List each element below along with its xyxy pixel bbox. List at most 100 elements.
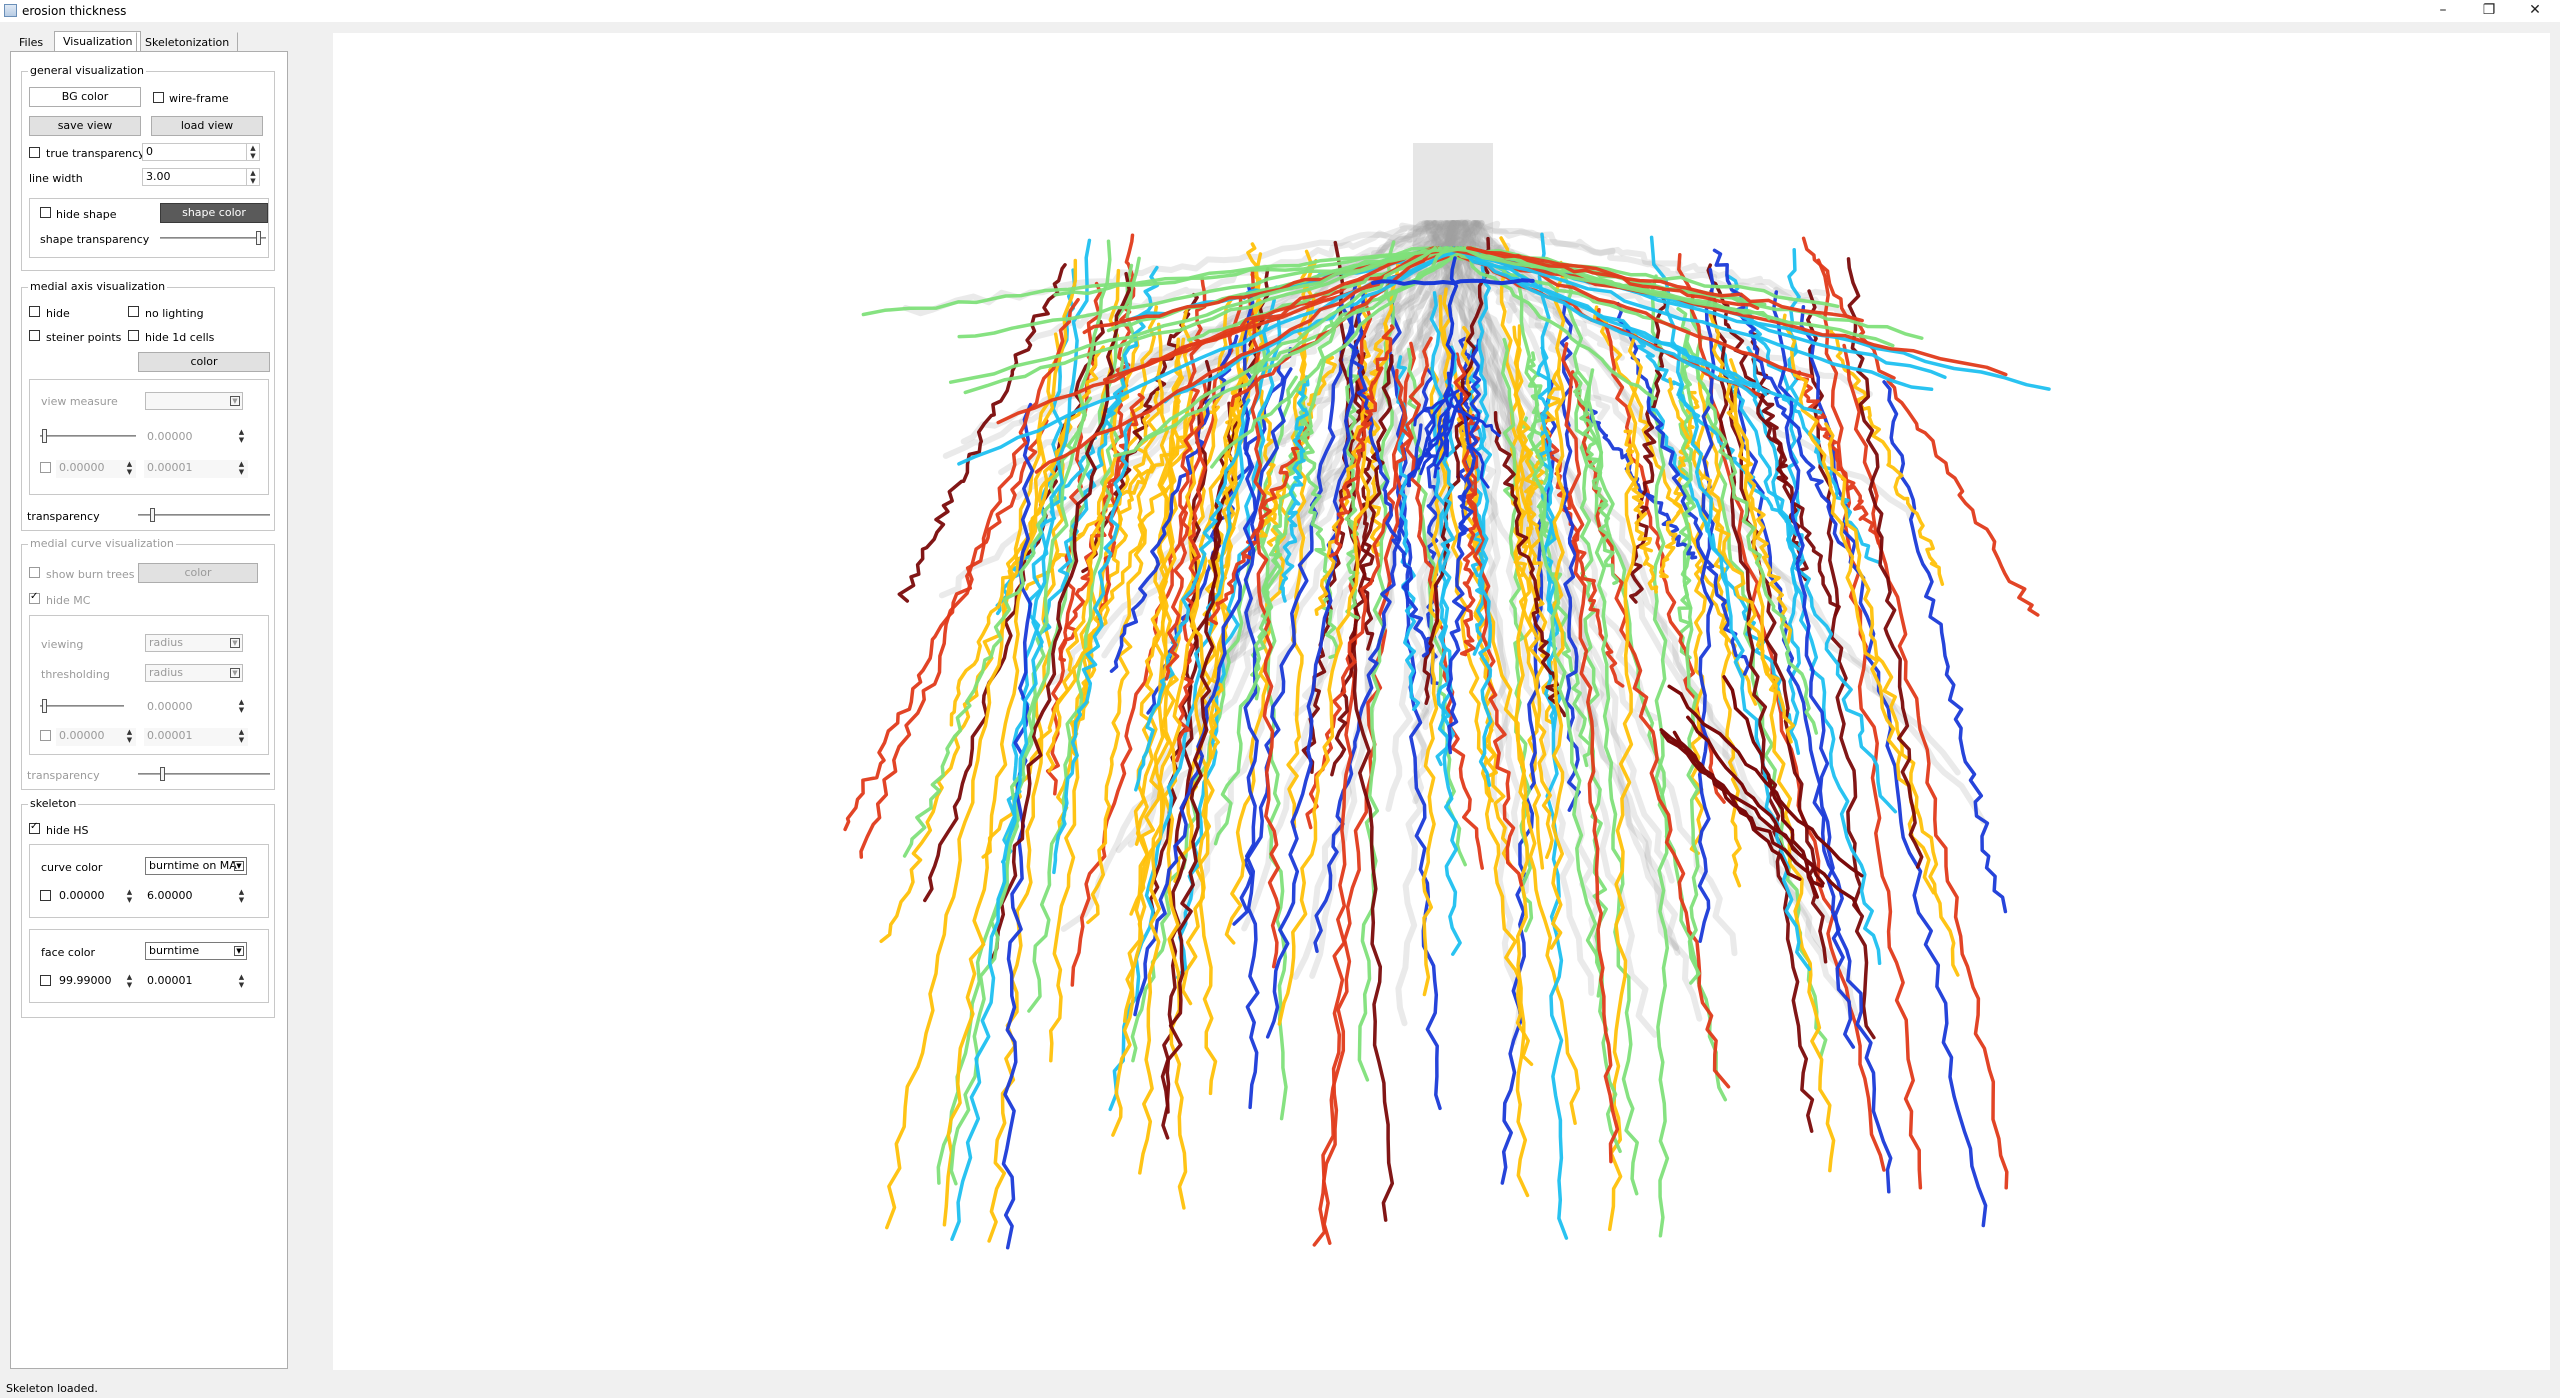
root-shadow [1416, 220, 1462, 359]
root-shadow [1084, 220, 1442, 405]
root-branch [1512, 325, 1554, 860]
curve-range-checkbox[interactable] [40, 890, 51, 901]
face-range-checkbox[interactable] [40, 975, 51, 986]
root-branch [1213, 318, 1337, 846]
minimize-button[interactable]: – [2439, 2, 2447, 18]
spin-arrows-icon[interactable]: ▲ ▼ [238, 698, 245, 714]
hide-shape-checkbox[interactable] [40, 207, 51, 218]
curve-slider-spinner[interactable]: ▲ ▼ [232, 698, 248, 716]
curve-min-spinbox[interactable]: 0.00000 ▲ ▼ [56, 728, 136, 746]
spin-arrows-icon[interactable]: ▲ ▼ [246, 144, 259, 160]
root-branch [902, 396, 1093, 858]
spin-arrows-icon[interactable]: ▲ ▼ [126, 973, 133, 989]
measure-max-spinbox[interactable]: 0.00001 ▲ ▼ [144, 460, 248, 478]
root-branch [1313, 423, 1423, 954]
root-branch [1241, 283, 1260, 1110]
line-width-spinbox[interactable]: 3.00 ▲ ▼ [142, 168, 260, 186]
measure-slider-value: 0.00000 [147, 430, 193, 443]
root-branch [1667, 684, 1864, 878]
tab-visualization[interactable]: Visualization [54, 31, 142, 53]
root-branch [1208, 367, 1244, 760]
group-title: skeleton [28, 797, 79, 810]
viewing-label: viewing [41, 638, 84, 651]
hide-medial-axis-checkbox[interactable] [29, 306, 40, 317]
root-branch [1081, 292, 1199, 574]
root-branch [1842, 343, 2009, 1190]
true-transparency-checkbox[interactable] [29, 147, 40, 158]
steiner-points-checkbox[interactable] [29, 330, 40, 341]
true-transparency-spinbox[interactable]: 0 ▲ ▼ [142, 143, 260, 161]
root-branch [1882, 380, 2008, 914]
thresholding-label: thresholding [41, 668, 110, 681]
root-branch [1036, 265, 1160, 649]
root-branch [1706, 263, 1841, 617]
3d-viewport[interactable] [333, 33, 2550, 1370]
thresholding-dropdown[interactable]: radius ▼ [145, 664, 243, 682]
root-branch [1676, 306, 1819, 735]
view-measure-dropdown[interactable]: ▼ [145, 392, 243, 410]
medial-curve-color-button[interactable]: color [138, 563, 258, 583]
spin-arrows-icon[interactable]: ▲ ▼ [238, 973, 245, 989]
root-branch [1677, 253, 1886, 1172]
curve-color-min-spinbox[interactable]: 0.00000 ▲ ▼ [56, 888, 136, 906]
spin-value: 0.00000 [59, 729, 105, 742]
measure-slider-spinner[interactable]: ▲ ▼ [232, 428, 248, 446]
face-color-max-spinbox[interactable]: 0.00001 ▲ ▼ [144, 973, 248, 991]
spin-arrows-icon[interactable]: ▲ ▼ [238, 888, 245, 904]
tab-skeletonization[interactable]: Skeletonization [136, 32, 239, 52]
hide-1d-cells-checkbox[interactable] [128, 330, 139, 341]
measure-subgroup: view measure ▼ 0.00000 ▲ ▼ 0.00000 ▲ ▼ 0.00… [29, 379, 269, 495]
spin-arrows-icon[interactable]: ▲ ▼ [238, 428, 245, 444]
curve-color-dropdown[interactable]: burntime on MA ▼ [145, 857, 247, 875]
root-branch [1650, 274, 1670, 1238]
spin-arrows-icon[interactable]: ▲ ▼ [126, 460, 133, 476]
spin-arrows-icon[interactable]: ▲ ▼ [246, 169, 259, 185]
root-branch [1806, 289, 1876, 1040]
root-branch [1328, 324, 1395, 558]
root-branch [1572, 370, 1620, 586]
viewing-dropdown[interactable]: radius ▼ [145, 634, 243, 652]
measure-min-spinbox[interactable]: 0.00000 ▲ ▼ [56, 460, 136, 478]
medial-axis-transparency-slider[interactable] [138, 508, 270, 522]
curve-color-max-spinbox[interactable]: 6.00000 ▲ ▼ [144, 888, 248, 906]
medial-curve-transparency-slider[interactable] [138, 767, 270, 781]
bg-color-button[interactable]: BG color [29, 87, 141, 107]
restore-button[interactable]: ❐ [2482, 2, 2496, 18]
shape-transparency-slider[interactable] [160, 231, 266, 245]
measure-range-checkbox[interactable] [40, 462, 51, 473]
root-branch [897, 263, 1067, 603]
spin-arrows-icon[interactable]: ▲ ▼ [238, 460, 245, 476]
curve-slider[interactable] [40, 699, 124, 713]
curve-max-spinbox[interactable]: 0.00001 ▲ ▼ [144, 728, 248, 746]
shape-color-button[interactable]: shape color [160, 203, 268, 223]
tab-files[interactable]: Files [19, 36, 44, 49]
root-branch [1053, 246, 1467, 297]
medial-axis-color-button[interactable]: color [138, 352, 270, 372]
root-branch [1697, 267, 1716, 943]
root-branch [1799, 304, 1988, 1228]
root-branch [859, 297, 1080, 859]
curve-range-checkbox[interactable] [40, 730, 51, 741]
face-color-dropdown[interactable]: burntime ▼ [145, 942, 247, 960]
load-view-button[interactable]: load view [151, 116, 263, 136]
hide-hs-checkbox[interactable] [29, 821, 40, 834]
root-branch [1102, 246, 1435, 382]
root-branch [1322, 301, 1373, 1245]
close-button[interactable]: ✕ [2529, 2, 2541, 18]
wire-frame-checkbox[interactable] [153, 92, 164, 103]
chevron-down-icon: ▼ [230, 396, 240, 406]
hide-mc-checkbox[interactable] [29, 591, 40, 604]
spin-arrows-icon[interactable]: ▲ ▼ [126, 728, 133, 744]
show-burn-trees-checkbox[interactable] [29, 567, 40, 578]
face-color-min-spinbox[interactable]: 99.99000 ▲ ▼ [56, 973, 136, 991]
thresholding-value: radius [149, 666, 184, 679]
curve-slider-value: 0.00000 [147, 700, 193, 713]
no-lighting-checkbox[interactable] [128, 306, 139, 317]
root-branch [1717, 343, 1898, 814]
measure-slider[interactable] [40, 429, 136, 443]
true-transparency-label: true transparency [46, 147, 145, 160]
spin-arrows-icon[interactable]: ▲ ▼ [238, 728, 245, 744]
spin-arrows-icon[interactable]: ▲ ▼ [126, 888, 133, 904]
save-view-button[interactable]: save view [29, 116, 141, 136]
root-branch [1795, 370, 1881, 545]
